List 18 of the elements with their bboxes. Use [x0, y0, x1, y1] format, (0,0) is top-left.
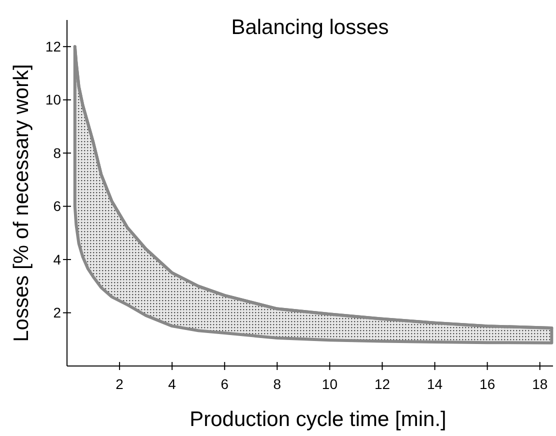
y-tick-label: 6 [53, 198, 62, 214]
y-axis-title: Losses [% of necessary work] [10, 64, 33, 342]
x-tick-label: 12 [374, 376, 390, 392]
x-tick-label: 14 [426, 376, 443, 392]
x-tick-label: 2 [116, 376, 124, 392]
x-tick-label: 8 [273, 376, 282, 392]
x-tick-label: 16 [480, 376, 496, 392]
y-tick-label: 10 [45, 92, 62, 108]
x-tick-label: 6 [220, 376, 229, 392]
x-tick-label: 4 [168, 376, 176, 392]
x-tick-label: 18 [532, 376, 548, 392]
y-tick-label: 12 [45, 38, 62, 55]
y-tick-label: 4 [53, 251, 62, 268]
x-tick-label: 10 [322, 376, 338, 392]
chart-title: Balancing losses [231, 16, 389, 39]
y-tick-label: 8 [53, 144, 62, 161]
y-tick-label: 2 [53, 304, 62, 321]
x-axis-title: Production cycle time [min.] [190, 408, 446, 431]
